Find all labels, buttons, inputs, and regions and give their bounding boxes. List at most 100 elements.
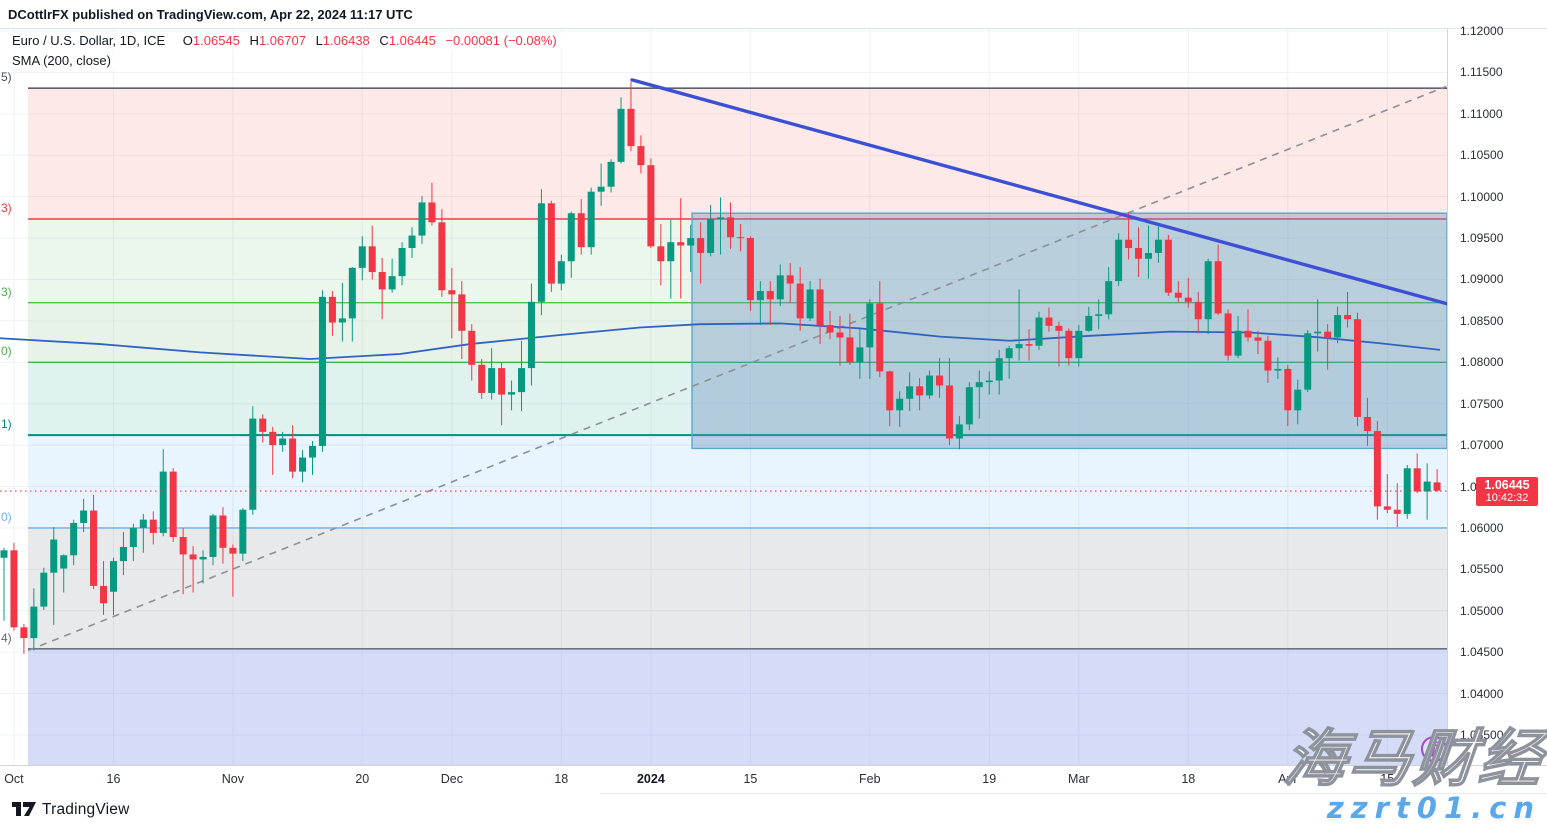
candle [1403, 468, 1411, 514]
candle [199, 556, 207, 560]
candle [388, 276, 396, 290]
time-axis[interactable]: Oct 16 Nov 20 Dec 18 2024 15 Feb 19 Mar 18 Apr 15 [0, 765, 1547, 794]
change-value: −0.00081 (−0.08%) [445, 33, 557, 48]
candle [1194, 301, 1202, 320]
candle [766, 291, 774, 300]
symbol-legend-row[interactable]: Euro / U.S. Dollar, 1D, ICE O1.06545 H1.… [6, 32, 563, 49]
candle [806, 289, 814, 319]
price-tick-label: 1.12000 [1460, 24, 1504, 38]
candle [289, 438, 297, 472]
falling-trendline [630, 78, 1447, 306]
candle [169, 471, 177, 538]
candle [707, 219, 715, 253]
candle [876, 303, 884, 372]
candle [1015, 344, 1023, 349]
candle [1264, 340, 1272, 371]
time-tick-label: Nov [221, 772, 245, 786]
candle [299, 457, 307, 472]
tradingview-brand-text[interactable]: TradingView [42, 801, 130, 818]
price-tick-label: 1.10500 [1460, 148, 1504, 163]
candle [557, 261, 565, 284]
candle [478, 364, 486, 393]
candle [1095, 314, 1103, 316]
candle [70, 522, 78, 556]
sma-legend-row[interactable]: SMA (200, close) [6, 52, 117, 69]
sma-indicator-label: SMA (200, close) [12, 53, 111, 68]
candle [786, 275, 794, 284]
candle [1164, 239, 1172, 293]
candle [1383, 506, 1391, 510]
candle [378, 272, 386, 290]
candle [358, 246, 366, 268]
publish-attribution-bar: DCottlrFX published on TradingView.com, … [0, 0, 1547, 28]
candle [0, 550, 8, 558]
price-tick-label: 1.11500 [1460, 65, 1503, 80]
footer-bar: TradingView [0, 793, 600, 826]
price-zone [28, 527, 1447, 649]
zone-price-label-partial: 3) [1, 201, 12, 215]
candle [856, 347, 864, 363]
zone-price-label-partial: 5) [1, 70, 12, 85]
price-tick-label: 1.05000 [1460, 603, 1504, 618]
candle [906, 386, 914, 399]
candle [408, 235, 416, 248]
price-tick-label: 1.08500 [1460, 313, 1504, 328]
chart-plot-area[interactable]: Euro / U.S. Dollar, 1D, ICE O1.06545 H1.… [0, 29, 1447, 766]
time-tick-label: Dec [440, 772, 463, 786]
candle [348, 267, 356, 319]
candle [129, 527, 137, 547]
price-tick-label: 1.08000 [1460, 355, 1504, 370]
candle [418, 202, 426, 236]
candle [1174, 292, 1182, 298]
candle [50, 539, 58, 573]
candle [1075, 330, 1083, 359]
price-tick-label: 1.11000 [1460, 106, 1503, 121]
price-tick-label: 1.04000 [1460, 686, 1504, 701]
candle [1204, 261, 1212, 320]
candle [100, 585, 108, 604]
candle [1284, 368, 1292, 411]
candle [259, 418, 267, 432]
candle [508, 392, 516, 395]
candle [229, 547, 237, 554]
candle [577, 213, 585, 248]
candle [1234, 330, 1242, 356]
candle [468, 330, 476, 365]
candle [109, 561, 117, 592]
candle [1314, 331, 1322, 334]
candle [239, 509, 247, 554]
chart-legend: Euro / U.S. Dollar, 1D, ICE O1.06545 H1.… [6, 32, 563, 69]
candle [1393, 509, 1401, 514]
candle [945, 385, 953, 439]
candle [1085, 315, 1093, 331]
candle [965, 387, 973, 425]
candle [985, 380, 993, 383]
candle [796, 283, 804, 319]
candle [687, 238, 695, 246]
candle [309, 445, 317, 458]
candle [398, 247, 406, 277]
price-axis[interactable]: 1.06445 10:42:32 1.12000 1.11500 1.11000 1.… [1447, 24, 1547, 766]
price-tick-label: 1.10000 [1460, 189, 1504, 204]
candle [717, 217, 725, 220]
chart-canvas[interactable] [0, 29, 1447, 766]
price-tick-label: 1.03500 [1460, 727, 1504, 742]
candle [607, 161, 615, 187]
zone-price-label-partial: 0) [1, 509, 12, 524]
candle [1423, 481, 1431, 492]
candle [677, 242, 685, 246]
candle [1304, 333, 1312, 390]
zone-price-label-partial: 1) [1, 417, 12, 432]
candle [935, 375, 943, 386]
candle [926, 375, 934, 396]
time-tick-label: 18 [1181, 772, 1196, 786]
candle [975, 382, 983, 388]
high-value: 1.06707 [258, 33, 306, 48]
tradingview-logo-icon[interactable] [12, 800, 36, 818]
candle [836, 332, 844, 338]
candle [816, 289, 824, 326]
candle [1353, 319, 1361, 417]
candle [1065, 330, 1073, 359]
zone-price-label-partial: 0) [1, 344, 12, 359]
time-tick-label: 18 [554, 772, 569, 786]
